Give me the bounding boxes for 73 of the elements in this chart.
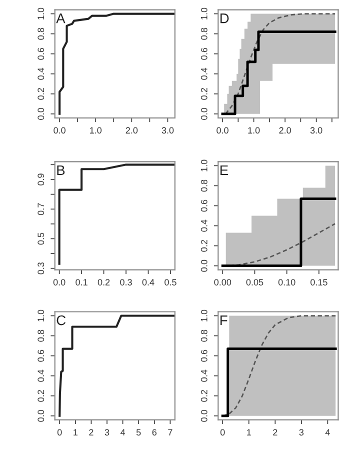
y-tick-label: 0.2 <box>38 88 44 100</box>
y-tick-label: 1.0 <box>200 310 208 322</box>
y-tick-label: 1.0 <box>38 8 44 20</box>
y-tick-label: 0.8 <box>200 28 208 40</box>
line-series <box>58 164 175 265</box>
x-tick-label: 2.0 <box>126 127 138 134</box>
annotation: A <box>56 14 66 24</box>
y-tick-label: 0.2 <box>38 390 44 402</box>
x-tick-label: 0.1 <box>76 279 88 286</box>
x-tick-label: 0.5 <box>164 279 176 286</box>
x-tick-label: 0 <box>57 429 62 436</box>
line-series <box>58 314 175 417</box>
y-tick-label: 0.2 <box>200 390 208 402</box>
x-tick-label: 7 <box>168 429 172 436</box>
y-tick-label: 0.7 <box>38 203 44 216</box>
x-tick-label: 3.0 <box>310 127 322 134</box>
x-tick-label: 2.0 <box>279 127 291 134</box>
y-tick-label: 0.0 <box>200 108 208 120</box>
annotation: B <box>57 165 65 176</box>
x-tick-label: 0.10 <box>278 279 296 286</box>
x-tick-label: 0.0 <box>53 279 66 286</box>
y-tick-label: 1.0 <box>38 310 44 322</box>
y-tick-label: 0.4 <box>38 68 44 80</box>
x-tick-label: 1 <box>247 429 251 436</box>
x-tick-label: 0.0 <box>54 127 66 134</box>
y-tick-label: 0.8 <box>38 28 44 40</box>
x-tick-label: 0.15 <box>310 279 328 286</box>
x-tick-label: 0.2 <box>98 279 110 286</box>
x-tick-label: 3 <box>299 429 304 436</box>
x-tick-label: 0.3 <box>120 279 132 286</box>
y-tick-label: 0.4 <box>38 370 44 382</box>
x-tick-label: 1.0 <box>90 127 102 134</box>
annotation: F <box>220 316 228 326</box>
x-tick-label: 0.00 <box>214 279 232 286</box>
x-tick-label: 1 <box>74 429 78 436</box>
y-tick-label: 0.0 <box>200 260 208 272</box>
x-tick-label: 0.05 <box>246 279 264 286</box>
x-tick-label: 1.0 <box>248 127 260 134</box>
y-tick-label: 0.6 <box>38 48 44 60</box>
y-tick-label: 0.8 <box>200 330 208 342</box>
y-tick-label: 0.6 <box>38 350 44 362</box>
x-tick-label: 2 <box>273 429 278 436</box>
y-tick-label: 0.2 <box>200 240 208 252</box>
y-tick-label: 0.6 <box>200 350 208 362</box>
x-tick-label: 0.0 <box>216 127 228 134</box>
y-tick-label: 0.8 <box>200 180 208 192</box>
y-tick-label: 0.0 <box>38 410 44 422</box>
y-tick-label: 0.4 <box>200 370 208 382</box>
x-tick-label: 5 <box>136 429 141 436</box>
y-tick-label: 1.0 <box>200 8 208 20</box>
y-tick-label: 0.0 <box>200 410 208 422</box>
x-tick-label: 4 <box>120 429 126 436</box>
y-tick-label: 0.4 <box>200 220 208 232</box>
y-tick-label: 0.4 <box>200 68 208 80</box>
annotation: E <box>220 165 228 176</box>
y-tick-label: 0.3 <box>38 262 44 274</box>
y-tick-label: 0.5 <box>38 232 44 245</box>
x-tick-label: 0.4 <box>142 279 154 286</box>
x-tick-label: 3 <box>104 429 110 436</box>
x-tick-label: 4 <box>325 429 330 436</box>
y-tick-label: 0.8 <box>38 330 44 342</box>
x-tick-label: 2 <box>89 429 94 436</box>
x-tick-label: 3.0 <box>162 127 174 134</box>
x-tick-label: 0 <box>220 429 225 436</box>
annotation: C <box>56 315 66 326</box>
annotation: D <box>220 14 229 24</box>
y-tick-label: 0.9 <box>38 174 44 186</box>
y-tick-label: 0.6 <box>200 200 208 212</box>
x-tick-label: 6 <box>152 429 157 436</box>
y-tick-label: 1.0 <box>200 160 208 172</box>
y-tick-label: 0.0 <box>38 108 44 120</box>
y-tick-label: 0.6 <box>200 48 208 60</box>
y-tick-label: 0.2 <box>200 88 208 100</box>
